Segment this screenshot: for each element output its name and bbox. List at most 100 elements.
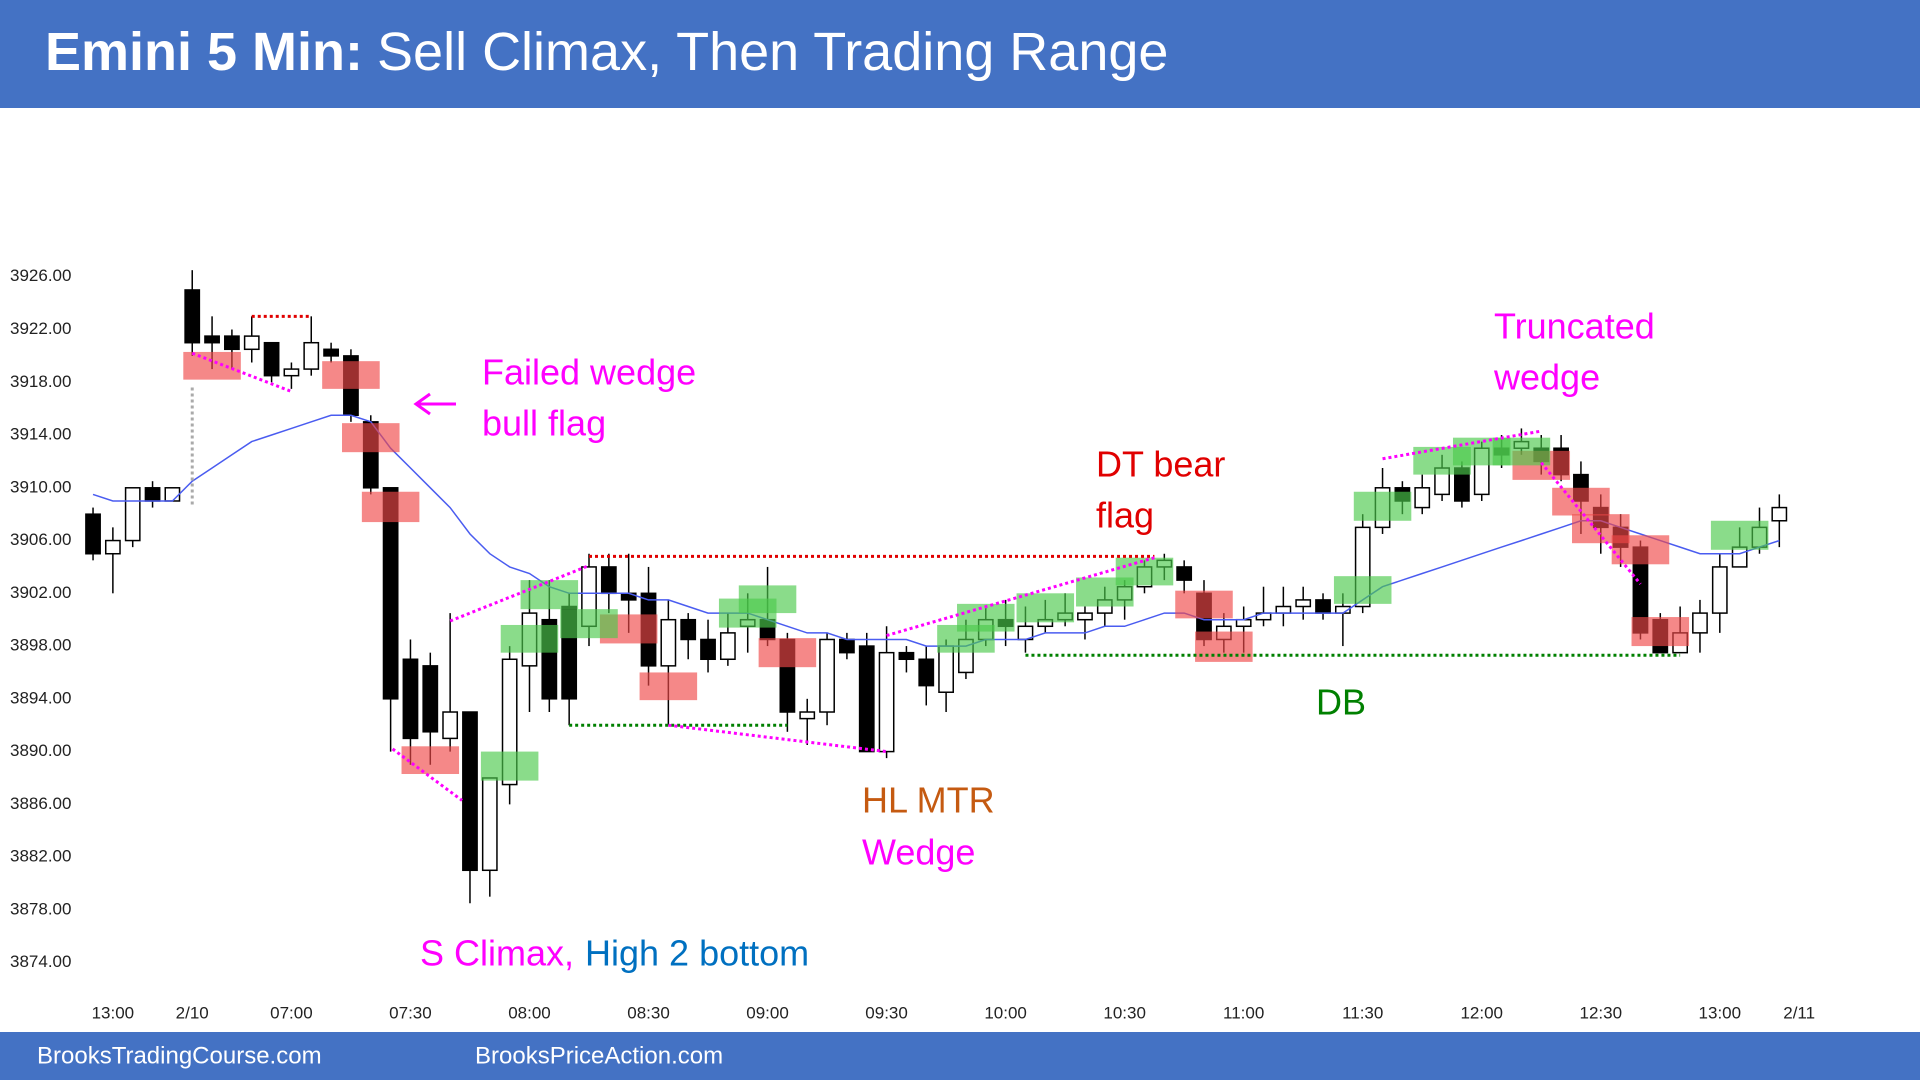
title-text: Sell Climax, Then Trading Range bbox=[377, 22, 1168, 82]
annotation: Wedge bbox=[862, 832, 975, 873]
annotation: wedge bbox=[1493, 357, 1600, 398]
y-tick-label: 3926.00 bbox=[10, 266, 71, 285]
signal-box bbox=[957, 603, 1015, 632]
title: Emini 5 Min: Sell Climax, Then Trading Ra… bbox=[45, 22, 1168, 82]
plot-area: 3874.00 3878.00 3882.00 3886.00 3890.00 3894.… bbox=[10, 266, 1815, 1022]
annotation: Truncated bbox=[1494, 306, 1655, 347]
candle-body bbox=[1731, 546, 1748, 568]
candle-body bbox=[600, 566, 617, 595]
candle-body bbox=[303, 341, 320, 370]
y-tick-label: 3906.00 bbox=[10, 530, 71, 549]
annotation: High 2 bottom bbox=[585, 933, 809, 974]
annotation: HL MTR bbox=[862, 780, 995, 821]
signal-box bbox=[322, 361, 380, 389]
candle-body bbox=[224, 335, 240, 351]
x-tick-label: 08:00 bbox=[508, 1003, 551, 1022]
y-tick-label: 3890.00 bbox=[10, 741, 71, 760]
annotation: bull flag bbox=[482, 403, 606, 444]
x-tick-label: 07:00 bbox=[270, 1003, 313, 1022]
candle-body bbox=[263, 341, 280, 377]
annotation: DB bbox=[1316, 682, 1366, 723]
candle-body bbox=[144, 487, 161, 502]
x-tick-label: 10:30 bbox=[1103, 1003, 1146, 1022]
x-tick-label: 09:00 bbox=[746, 1003, 789, 1022]
x-tick-label: 13:00 bbox=[1699, 1003, 1742, 1022]
y-tick-label: 3882.00 bbox=[10, 847, 71, 866]
signal-box bbox=[1016, 593, 1075, 623]
x-tick-label: 13:00 bbox=[92, 1003, 135, 1022]
candle-body bbox=[402, 658, 419, 740]
title-prefix: Emini 5 Min: bbox=[45, 22, 363, 82]
dotted-line bbox=[886, 556, 1155, 637]
candle-body bbox=[124, 487, 141, 542]
candle-body bbox=[1315, 599, 1331, 614]
signal-box bbox=[639, 672, 698, 701]
candle-body bbox=[680, 618, 697, 641]
signal-box bbox=[560, 609, 618, 639]
annotation: DT bear bbox=[1096, 444, 1225, 485]
dotted-line bbox=[1540, 461, 1642, 586]
candle-body bbox=[382, 487, 399, 700]
candle-body bbox=[898, 651, 915, 661]
signal-box bbox=[500, 624, 559, 653]
candle-body bbox=[719, 632, 736, 661]
candle-body bbox=[462, 711, 478, 872]
candle-body bbox=[1414, 487, 1431, 509]
y-tick-label: 3878.00 bbox=[10, 899, 71, 918]
candle-body bbox=[799, 711, 816, 720]
candle-body bbox=[422, 665, 439, 733]
y-tick-label: 3886.00 bbox=[10, 794, 71, 813]
x-tick-label: 11:30 bbox=[1342, 1003, 1383, 1022]
x-tick-label: 2/10 bbox=[176, 1003, 209, 1022]
dotted-line bbox=[668, 723, 887, 754]
dotted-line bbox=[391, 747, 463, 802]
y-tick-label: 3922.00 bbox=[10, 319, 71, 338]
candle-body bbox=[204, 335, 220, 344]
signal-box bbox=[342, 423, 400, 453]
footer-bar bbox=[0, 1032, 1920, 1080]
signal-box bbox=[1611, 535, 1670, 565]
candle-body bbox=[938, 645, 954, 693]
candle-body bbox=[184, 289, 201, 344]
annotation: S Climax, bbox=[420, 933, 574, 974]
candle-body bbox=[1771, 506, 1788, 522]
x-tick-label: 10:00 bbox=[984, 1003, 1027, 1022]
candle-body bbox=[839, 638, 855, 654]
candle-body bbox=[1692, 612, 1708, 634]
signal-box bbox=[520, 580, 579, 610]
x-tick-label: 07:30 bbox=[389, 1003, 432, 1022]
candle-body bbox=[660, 618, 677, 667]
signal-box bbox=[1710, 520, 1769, 550]
y-tick-label: 3902.00 bbox=[10, 583, 71, 602]
footer-text: BrooksTradingCourse.com bbox=[37, 1042, 322, 1069]
candle-body bbox=[243, 335, 260, 351]
candle-body bbox=[164, 487, 181, 502]
x-tick-label: 12:00 bbox=[1460, 1003, 1503, 1022]
candle-body bbox=[1077, 612, 1093, 621]
signal-box bbox=[738, 585, 797, 614]
signal-box bbox=[1492, 437, 1551, 466]
signal-box bbox=[1333, 576, 1392, 604]
dotted-line bbox=[1382, 429, 1542, 461]
candle-body bbox=[283, 368, 300, 377]
candle-body bbox=[1711, 566, 1728, 614]
candle-body bbox=[878, 651, 895, 753]
dotted-line bbox=[449, 564, 590, 623]
signal-box bbox=[1115, 557, 1174, 586]
y-tick-label: 3874.00 bbox=[10, 952, 71, 971]
y-tick-label: 3894.00 bbox=[10, 688, 71, 707]
y-tick-label: 3910.00 bbox=[10, 477, 71, 496]
signal-box bbox=[1175, 590, 1233, 619]
signal-box bbox=[1631, 617, 1690, 647]
candle-body bbox=[1176, 566, 1193, 581]
y-tick-label: 3898.00 bbox=[10, 636, 71, 655]
candle-body bbox=[323, 348, 339, 357]
annotation: Failed wedge bbox=[482, 352, 696, 393]
candle-body bbox=[1295, 599, 1312, 608]
candle-body bbox=[918, 658, 935, 687]
signal-box bbox=[401, 746, 460, 775]
signal-box bbox=[758, 638, 817, 668]
x-tick-label: 09:30 bbox=[865, 1003, 908, 1022]
